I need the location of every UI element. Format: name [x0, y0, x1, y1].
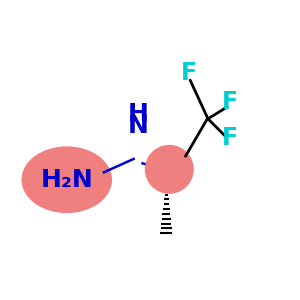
Text: H: H [128, 102, 148, 126]
Ellipse shape [22, 147, 111, 212]
Text: F: F [222, 126, 238, 150]
Text: F: F [222, 90, 238, 114]
Text: H₂N: H₂N [40, 168, 93, 192]
Text: N: N [128, 114, 148, 138]
Circle shape [146, 146, 193, 193]
Text: F: F [181, 61, 197, 85]
